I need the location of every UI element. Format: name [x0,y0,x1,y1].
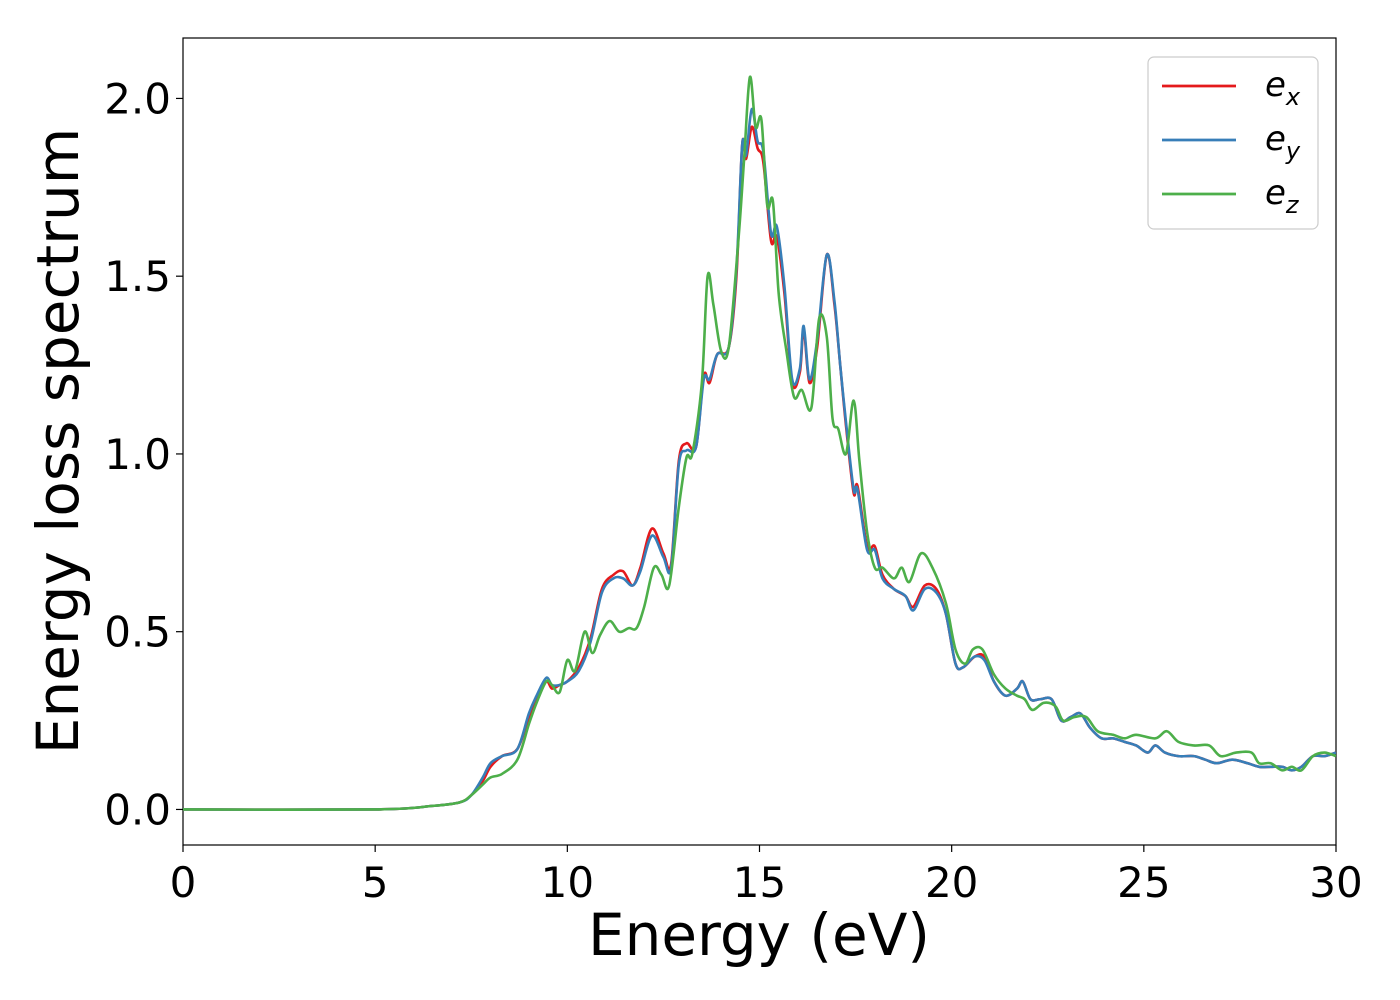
y-tick-label: 0.5 [104,608,171,657]
x-tick-label: 30 [1309,858,1362,907]
legend-label-z: ez [1265,173,1300,219]
series-line-y [183,107,1336,812]
series-layer [183,75,1336,812]
legend-label-y: ey [1265,119,1301,165]
legend-box [1147,56,1319,230]
y-axis-title: Energy loss spectrum [24,128,92,754]
x-tick-label: 15 [733,858,786,907]
y-tick-label: 2.0 [104,74,171,123]
legend: ex ey ez [1147,56,1319,230]
x-tick-label: 5 [362,858,389,907]
x-tick-label: 10 [541,858,594,907]
plot-frame [182,37,1337,846]
x-tick-label: 20 [925,858,978,907]
plot-area [182,37,1337,846]
x-axis-title: Energy (eV) [588,901,930,969]
x-tick-label: 25 [1117,858,1170,907]
series-line-z [183,75,1336,812]
y-tick-label: 1.5 [104,252,171,301]
x-tick-label: 0 [170,858,197,907]
ticks-layer: 0 5 10 15 20 25 30 0.0 0.5 1.0 1.5 2.0 [104,74,1363,907]
y-tick-label: 0.0 [104,785,171,834]
y-tick-label: 1.0 [104,430,171,479]
legend-label-x: ex [1265,65,1301,111]
